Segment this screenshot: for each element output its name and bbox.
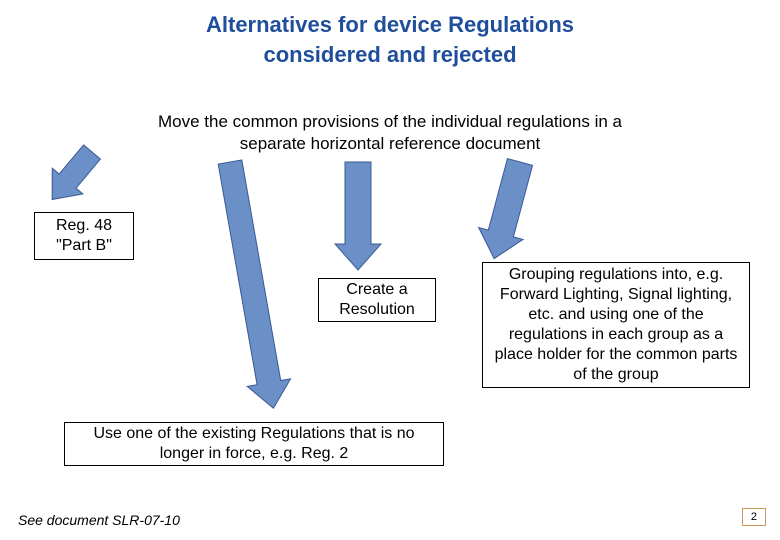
slide: Alternatives for device Regulations cons… xyxy=(0,0,780,540)
box-reg48: Reg. 48 "Part B" xyxy=(34,212,134,260)
arrow-to-existing xyxy=(204,162,256,416)
box-grouping-text: Grouping regulations into, e.g. Forward … xyxy=(491,265,741,385)
arrow-to-grouping xyxy=(493,162,547,266)
box-resolution: Create a Resolution xyxy=(318,278,436,322)
box-grouping: Grouping regulations into, e.g. Forward … xyxy=(482,262,750,388)
box-existing: Use one of the existing Regulations that… xyxy=(64,422,444,466)
box-existing-text: Use one of the existing Regulations that… xyxy=(73,424,435,464)
arrow-to-resolution xyxy=(331,162,385,274)
subtitle-line-1: Move the common provisions of the indivi… xyxy=(0,112,780,132)
box-reg48-line2: "Part B" xyxy=(56,237,112,254)
box-resolution-line2: Resolution xyxy=(339,301,415,318)
footer-reference: See document SLR-07-10 xyxy=(18,512,180,528)
arrow-to-reg48 xyxy=(68,152,116,218)
box-resolution-line1: Create a xyxy=(346,281,407,298)
subtitle-line-2: separate horizontal reference document xyxy=(0,134,780,154)
title-line-1: Alternatives for device Regulations xyxy=(0,12,780,38)
page-number: 2 xyxy=(742,508,766,526)
title-line-2: considered and rejected xyxy=(0,42,780,68)
box-reg48-line1: Reg. 48 xyxy=(56,217,112,234)
